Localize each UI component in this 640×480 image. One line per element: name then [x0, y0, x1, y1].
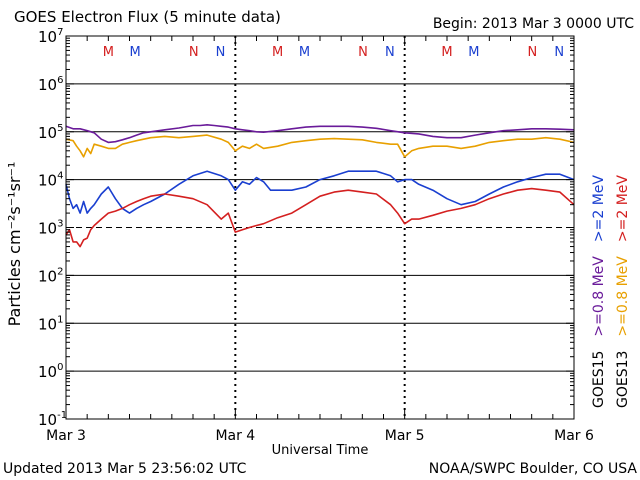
noon-marker-label: M [103, 45, 114, 60]
legend-group: GOES15 >=0.8 MeV >=2 MeV [591, 175, 607, 408]
x-tick-label: Mar 4 [215, 428, 255, 444]
series-lines [65, 124, 575, 248]
x-axis-ticks: Mar 3 Mar 4 Mar 5 Mar 6 [46, 36, 594, 444]
x-axis-label: Universal Time [272, 443, 369, 458]
noon-marker-label: N [189, 45, 199, 60]
y-tick-label: 10-1 [38, 410, 67, 429]
y-tick-label: 107 [38, 27, 63, 46]
noon-marker-label: M [441, 45, 452, 60]
y-tick-label: 101 [38, 314, 63, 333]
series-line [65, 134, 575, 158]
noon-marker-label: N [216, 45, 226, 60]
series-line [65, 124, 575, 144]
noon-marker-label: M [130, 45, 141, 60]
y-tick-label: 106 [38, 75, 63, 94]
series-line [65, 187, 575, 248]
day-boundary-lines [234, 36, 406, 419]
noon-marker-label: N [554, 45, 564, 60]
legend-entry: >=2 MeV [615, 175, 631, 243]
legend-satellite: GOES13 [615, 351, 631, 408]
y-tick-label: 102 [38, 266, 63, 285]
x-tick-label: Mar 5 [385, 428, 425, 444]
noon-marker-label: M [468, 45, 479, 60]
legend: GOES15 >=0.8 MeV >=2 MeV GOES13 >=0.8 MeV >=2… [591, 175, 631, 408]
noon-marker-label: N [385, 45, 395, 60]
noon-marker-label: M [299, 45, 310, 60]
noon-marker-label: N [528, 45, 538, 60]
legend-satellite: GOES15 [591, 351, 607, 408]
legend-entry: >=0.8 MeV [591, 256, 607, 337]
chart-title: GOES Electron Flux (5 minute data) [14, 8, 281, 26]
y-tick-label: 105 [38, 123, 63, 142]
begin-label: Begin: 2013 Mar 3 0000 UTC [433, 16, 634, 32]
legend-entry: >=0.8 MeV [615, 256, 631, 337]
noon-marker-label: M [272, 45, 283, 60]
legend-group: GOES13 >=0.8 MeV >=2 MeV [615, 175, 631, 408]
updated-label: Updated 2013 Mar 5 23:56:02 UTC [3, 461, 247, 477]
y-tick-label: 103 [38, 219, 63, 238]
x-tick-label: Mar 3 [46, 428, 86, 444]
x-tick-label: Mar 6 [554, 428, 594, 444]
y-tick-label: 100 [38, 362, 63, 381]
series-line [65, 170, 575, 214]
legend-entry: >=2 MeV [591, 175, 607, 243]
noon-marker-label: N [358, 45, 368, 60]
y-axis-ticks: 107 106 105 104 103 102 101 100 10-1 [38, 27, 574, 429]
y-tick-label: 104 [38, 171, 63, 190]
credit-label: NOAA/SWPC Boulder, CO USA [429, 461, 638, 477]
y-axis-label: Particles cm⁻²s⁻¹sr⁻¹ [5, 162, 24, 327]
